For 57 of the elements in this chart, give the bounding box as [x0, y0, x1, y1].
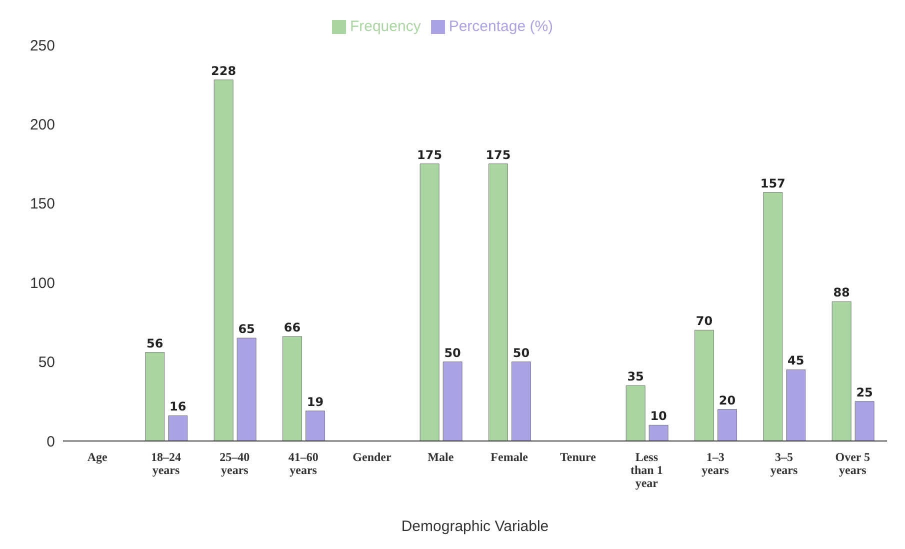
x-tick-label: Gender	[352, 450, 392, 464]
data-label: 50	[512, 346, 530, 360]
data-label: 50	[444, 346, 461, 360]
bar	[648, 424, 668, 441]
data-label: 56	[146, 336, 164, 350]
data-label: 35	[627, 370, 644, 384]
y-tick-label: 50	[38, 354, 55, 372]
bar	[168, 415, 188, 441]
data-label: 157	[760, 176, 786, 190]
data-label: 19	[306, 394, 324, 409]
data-label: 10	[650, 409, 667, 424]
data-label: 16	[170, 400, 186, 414]
bar	[763, 192, 783, 441]
data-label: 175	[486, 148, 511, 162]
bar	[626, 385, 646, 441]
data-label: 65	[238, 322, 255, 336]
x-tick-label: Age	[87, 450, 108, 464]
bar	[854, 401, 874, 441]
bar	[236, 338, 256, 441]
bar	[214, 80, 234, 441]
y-tick-label: 200	[30, 116, 55, 134]
bar	[717, 409, 737, 441]
bar	[488, 164, 508, 441]
data-label: 45	[788, 354, 804, 368]
y-tick-label: 150	[30, 196, 55, 213]
y-tick-label: 250	[30, 37, 55, 54]
x-tick-label: 18–24 years	[151, 450, 181, 477]
bar	[145, 352, 165, 441]
x-tick-label: 25–40 years	[220, 450, 250, 477]
bar	[694, 330, 714, 441]
data-label: 25	[856, 385, 873, 400]
x-tick-label: 1–3 years	[702, 450, 730, 477]
x-tick-label: 41–60 years	[288, 450, 318, 477]
y-tick-label: 0	[46, 433, 55, 450]
legend-label: Percentage (%)	[448, 18, 554, 35]
data-label: 228	[211, 64, 236, 78]
x-tick-label: Male	[428, 450, 454, 464]
bar	[786, 369, 806, 441]
x-axis-title: Demographic Variable	[401, 518, 549, 535]
x-tick-label: Tenure	[560, 450, 597, 464]
data-label: 66	[284, 320, 301, 334]
data-label: 70	[696, 314, 713, 328]
x-tick-label: Female	[490, 450, 529, 464]
legend-label: Frequency	[350, 18, 421, 35]
x-tick-label: Over 5 years	[835, 450, 870, 477]
bar	[305, 410, 325, 441]
bar	[442, 362, 462, 441]
x-tick-label: Less than 1 year	[630, 450, 663, 490]
y-tick-label: 100	[30, 274, 55, 292]
bar	[282, 336, 302, 441]
data-label: 88	[833, 286, 850, 300]
bar	[420, 164, 440, 441]
bar	[832, 301, 852, 441]
data-label: 175	[417, 148, 442, 162]
x-tick-label: 3–5 years	[770, 450, 798, 477]
bar	[511, 362, 531, 441]
data-label: 20	[718, 393, 736, 408]
